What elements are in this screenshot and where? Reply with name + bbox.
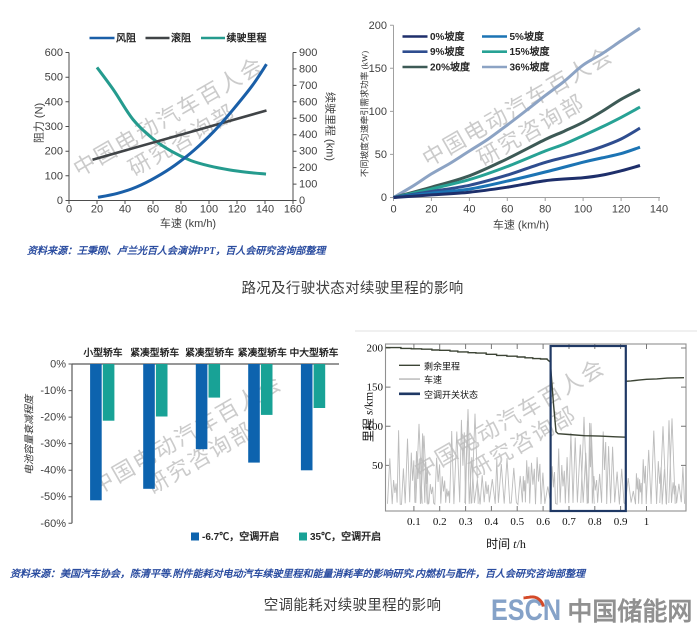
svg-text:20%坡度: 20%坡度 <box>430 61 471 74</box>
svg-text:-60%: -60% <box>40 518 66 530</box>
svg-text:100: 100 <box>367 421 384 433</box>
svg-text:车速 (km/h): 车速 (km/h) <box>493 218 549 232</box>
svg-text:100: 100 <box>299 179 317 191</box>
svg-text:-40%: -40% <box>40 465 66 477</box>
svg-text:0.7: 0.7 <box>562 516 576 528</box>
svg-text:0.2: 0.2 <box>433 516 447 528</box>
svg-text:风阻: 风阻 <box>116 33 136 45</box>
svg-text:0.5: 0.5 <box>510 516 524 528</box>
svg-text:35℃，空调开启: 35℃，空调开启 <box>310 530 381 543</box>
svg-text:700: 700 <box>299 80 317 92</box>
svg-text:9%坡度: 9%坡度 <box>430 45 465 58</box>
svg-text:-30%: -30% <box>40 438 66 450</box>
svg-text:100: 100 <box>200 204 218 216</box>
svg-text:-6.7℃，空调开启: -6.7℃，空调开启 <box>202 530 279 543</box>
svg-text:140: 140 <box>256 204 274 216</box>
svg-text:400: 400 <box>299 129 317 141</box>
svg-text:60: 60 <box>501 204 513 216</box>
svg-text:5%坡度: 5%坡度 <box>510 30 545 43</box>
svg-text:0.6: 0.6 <box>536 516 550 528</box>
svg-text:时间 t/h: 时间 t/h <box>486 537 526 551</box>
svg-text:100: 100 <box>574 204 592 216</box>
svg-text:20: 20 <box>91 204 103 216</box>
svg-text:-20%: -20% <box>40 412 66 424</box>
svg-text:80: 80 <box>175 204 187 216</box>
svg-text:0.4: 0.4 <box>485 516 499 528</box>
svg-text:15%坡度: 15%坡度 <box>510 45 551 58</box>
svg-text:50: 50 <box>372 460 384 472</box>
svg-text:滚阻: 滚阻 <box>171 32 191 45</box>
svg-text:0%坡度: 0%坡度 <box>430 30 465 43</box>
svg-text:500: 500 <box>45 72 63 84</box>
svg-text:900: 900 <box>299 47 317 59</box>
svg-text:200: 200 <box>45 146 63 158</box>
svg-text:电池容量衰减程度: 电池容量衰减程度 <box>24 393 36 475</box>
svg-text:0: 0 <box>299 195 305 207</box>
svg-text:车速: 车速 <box>424 374 442 385</box>
svg-text:140: 140 <box>650 204 668 216</box>
svg-text:800: 800 <box>299 63 317 75</box>
svg-text:车速 (km/h): 车速 (km/h) <box>160 216 216 230</box>
svg-text:300: 300 <box>299 146 317 158</box>
svg-text:紧凑型轿车: 紧凑型轿车 <box>238 346 287 359</box>
svg-text:0: 0 <box>390 204 396 216</box>
svg-text:不同坡度匀速牵引需求功率 (kW): 不同坡度匀速牵引需求功率 (kW) <box>359 51 370 177</box>
svg-text:40: 40 <box>119 204 131 216</box>
svg-text:里程 s/km: 里程 s/km <box>361 391 376 442</box>
svg-text:200: 200 <box>369 20 387 32</box>
svg-text:150: 150 <box>369 63 387 75</box>
svg-text:0.8: 0.8 <box>588 516 602 528</box>
svg-text:续驶里程: 续驶里程 <box>227 32 267 45</box>
svg-text:中大型轿车: 中大型轿车 <box>290 346 339 359</box>
svg-text:200: 200 <box>299 162 317 174</box>
svg-text:120: 120 <box>612 204 630 216</box>
svg-text:36%坡度: 36%坡度 <box>510 61 551 74</box>
svg-text:紧凑型轿车: 紧凑型轿车 <box>185 346 234 359</box>
svg-text:600: 600 <box>45 47 63 59</box>
svg-text:0: 0 <box>381 192 387 204</box>
svg-text:150: 150 <box>367 382 384 394</box>
svg-text:紧凑型轿车: 紧凑型轿车 <box>130 346 179 359</box>
svg-text:阻力 (N): 阻力 (N) <box>33 103 46 143</box>
svg-text:40: 40 <box>463 204 475 216</box>
svg-text:剩余里程: 剩余里程 <box>424 360 460 371</box>
svg-text:空调开关状态: 空调开关状态 <box>424 389 478 400</box>
svg-text:80: 80 <box>539 204 551 216</box>
svg-text:0: 0 <box>57 195 63 207</box>
svg-text:0.3: 0.3 <box>459 516 473 528</box>
svg-text:小型轿车: 小型轿车 <box>83 346 122 359</box>
svg-text:400: 400 <box>45 96 63 108</box>
svg-text:1: 1 <box>644 516 650 528</box>
svg-text:60: 60 <box>147 204 159 216</box>
svg-text:0.1: 0.1 <box>407 516 421 528</box>
svg-text:160: 160 <box>284 204 302 216</box>
svg-text:200: 200 <box>367 343 384 355</box>
svg-text:0: 0 <box>66 204 72 216</box>
svg-text:500: 500 <box>299 113 317 125</box>
svg-text:50: 50 <box>375 149 387 161</box>
svg-text:100: 100 <box>369 106 387 118</box>
svg-text:-10%: -10% <box>40 385 66 397</box>
svg-text:0%: 0% <box>50 359 66 371</box>
svg-text:300: 300 <box>45 121 63 133</box>
svg-text:120: 120 <box>228 204 246 216</box>
svg-text:0.9: 0.9 <box>614 516 628 528</box>
svg-text:续驶里程 (km): 续驶里程 (km) <box>324 92 338 161</box>
svg-text:600: 600 <box>299 96 317 108</box>
svg-text:-50%: -50% <box>40 491 66 503</box>
svg-text:20: 20 <box>425 204 437 216</box>
svg-text:100: 100 <box>45 170 63 182</box>
